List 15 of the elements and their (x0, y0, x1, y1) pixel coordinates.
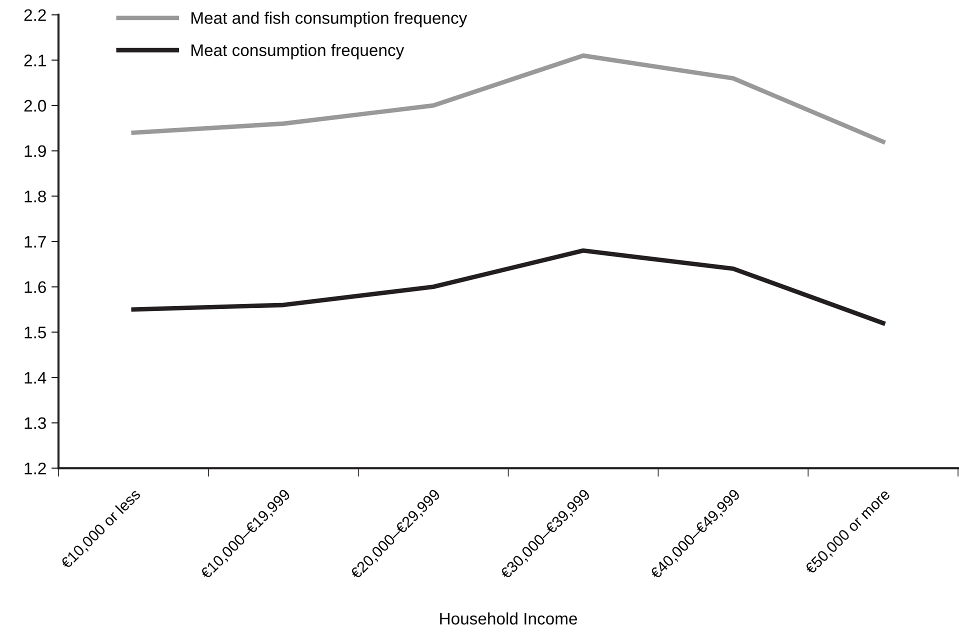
y-tick-label: 1.8 (24, 190, 46, 202)
y-tick-label: 2.1 (24, 54, 46, 66)
legend-label: Meat consumption frequency (192, 44, 404, 60)
y-tick-label: 1.9 (24, 145, 46, 158)
y-tick-label: 1.5 (24, 326, 46, 338)
y-tick-label: 1.3 (24, 417, 46, 430)
y-tick-label: 1.7 (24, 236, 46, 248)
line-series (131, 248, 886, 326)
y-tick-label: 2.0 (24, 100, 46, 112)
y-tick-label: 1.4 (24, 372, 46, 384)
y-tick-label: 1.2 (24, 462, 46, 474)
legend-label: Meat and fish consumption frequency (192, 12, 468, 28)
y-tick-label: 2.2 (24, 9, 46, 21)
x-axis-title: Household Income (440, 612, 578, 625)
y-tick-label: 1.6 (24, 281, 46, 294)
